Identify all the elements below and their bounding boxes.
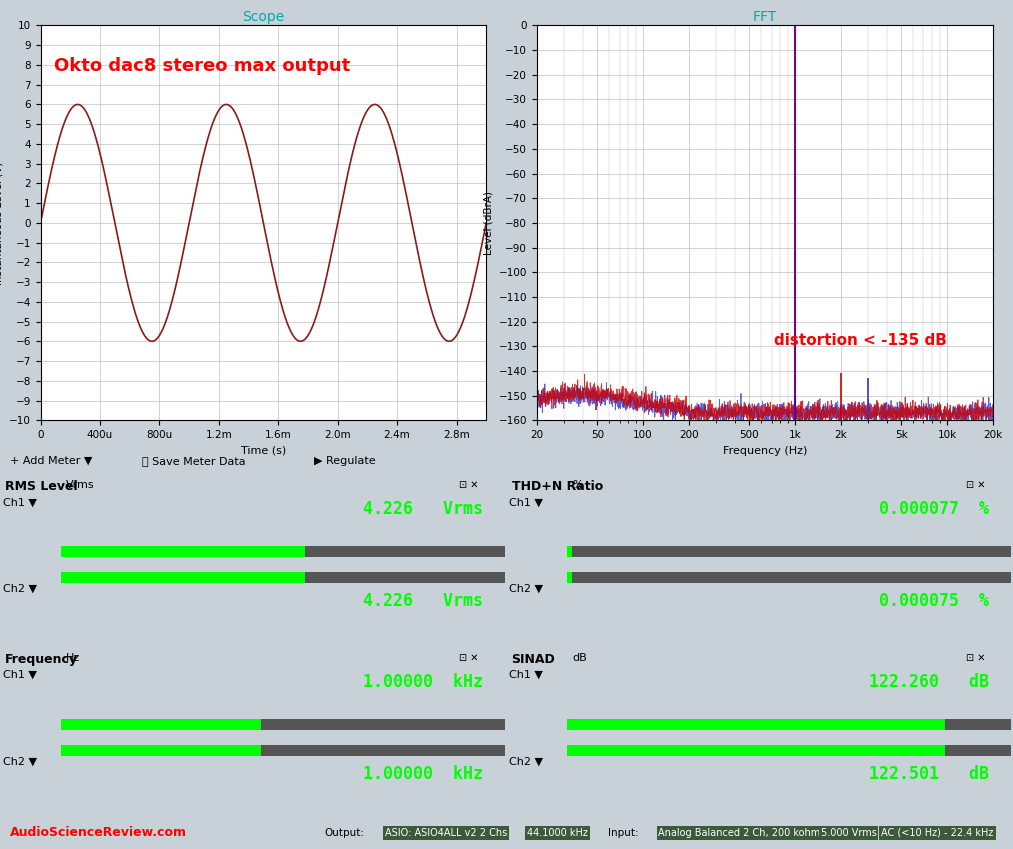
Bar	[260, 719, 504, 730]
Text: AC (<10 Hz) - 22.4 kHz: AC (<10 Hz) - 22.4 kHz	[881, 828, 994, 838]
Bar	[945, 719, 1011, 730]
Text: 🖫 Save Meter Data: 🖫 Save Meter Data	[142, 456, 245, 465]
Text: ⊡ ✕: ⊡ ✕	[965, 480, 985, 490]
Text: Okto dac8 stereo max output: Okto dac8 stereo max output	[54, 57, 350, 75]
Text: Ch2 ▼: Ch2 ▼	[2, 756, 36, 767]
Text: Ch2 ▼: Ch2 ▼	[509, 583, 543, 593]
Text: 122.501   dB: 122.501 dB	[869, 765, 989, 783]
Text: 4.226   Vrms: 4.226 Vrms	[363, 500, 482, 518]
Text: Ch1 ▼: Ch1 ▼	[509, 498, 543, 508]
Bar	[305, 572, 504, 583]
Text: ⊡ ✕: ⊡ ✕	[965, 653, 985, 662]
Bar	[305, 546, 504, 557]
Text: Ch1 ▼: Ch1 ▼	[2, 498, 36, 508]
Text: ⊡ ✕: ⊡ ✕	[459, 480, 478, 490]
Text: 5.000 Vrms: 5.000 Vrms	[821, 828, 876, 838]
Bar	[61, 546, 305, 557]
Text: distortion < -135 dB: distortion < -135 dB	[774, 334, 947, 348]
Text: 1.00000  kHz: 1.00000 kHz	[363, 673, 482, 691]
Bar	[61, 719, 260, 730]
Text: + Add Meter ▼: + Add Meter ▼	[10, 456, 92, 465]
Text: 44.1000 kHz: 44.1000 kHz	[527, 828, 588, 838]
Text: Ch1 ▼: Ch1 ▼	[2, 670, 36, 680]
Bar	[567, 572, 571, 583]
Title: Scope: Scope	[242, 10, 285, 25]
Bar	[567, 745, 945, 756]
Text: 4.226   Vrms: 4.226 Vrms	[363, 592, 482, 610]
Text: Ch1 ▼: Ch1 ▼	[509, 670, 543, 680]
X-axis label: Time (s): Time (s)	[241, 446, 286, 456]
Text: ASIO: ASIO4ALL v2 2 Chs: ASIO: ASIO4ALL v2 2 Chs	[385, 828, 508, 838]
X-axis label: Frequency (Hz): Frequency (Hz)	[722, 446, 807, 456]
Bar	[945, 745, 1011, 756]
Text: 0.000077  %: 0.000077 %	[879, 500, 989, 518]
Text: Input:: Input:	[608, 828, 638, 838]
Text: RMS Level: RMS Level	[5, 480, 78, 492]
Text: 0.000075  %: 0.000075 %	[879, 592, 989, 610]
Text: THD+N Ratio: THD+N Ratio	[512, 480, 603, 492]
Bar	[567, 719, 945, 730]
Text: 1.00000  kHz: 1.00000 kHz	[363, 765, 482, 783]
Text: Frequency: Frequency	[5, 653, 78, 666]
Y-axis label: Level (dBrA): Level (dBrA)	[483, 191, 493, 255]
Bar	[61, 745, 260, 756]
Text: SINAD: SINAD	[512, 653, 555, 666]
Text: ▶ Regulate: ▶ Regulate	[314, 456, 376, 465]
Bar	[61, 572, 305, 583]
Text: %: %	[572, 480, 582, 490]
Text: Ch2 ▼: Ch2 ▼	[2, 583, 36, 593]
Text: Vrms: Vrms	[66, 480, 94, 490]
Text: ⊡ ✕: ⊡ ✕	[459, 653, 478, 662]
Title: FFT: FFT	[753, 10, 777, 25]
Text: 122.260   dB: 122.260 dB	[869, 673, 989, 691]
Bar	[260, 745, 504, 756]
Text: AudioScienceReview.com: AudioScienceReview.com	[10, 826, 187, 840]
Text: Analog Balanced 2 Ch, 200 kohm: Analog Balanced 2 Ch, 200 kohm	[658, 828, 821, 838]
Text: Hz: Hz	[66, 653, 80, 662]
Text: Output:: Output:	[324, 828, 364, 838]
Text: Ch2 ▼: Ch2 ▼	[509, 756, 543, 767]
Y-axis label: Instantaneous Level (V): Instantaneous Level (V)	[0, 161, 3, 284]
Bar	[567, 546, 571, 557]
Text: dB: dB	[572, 653, 587, 662]
